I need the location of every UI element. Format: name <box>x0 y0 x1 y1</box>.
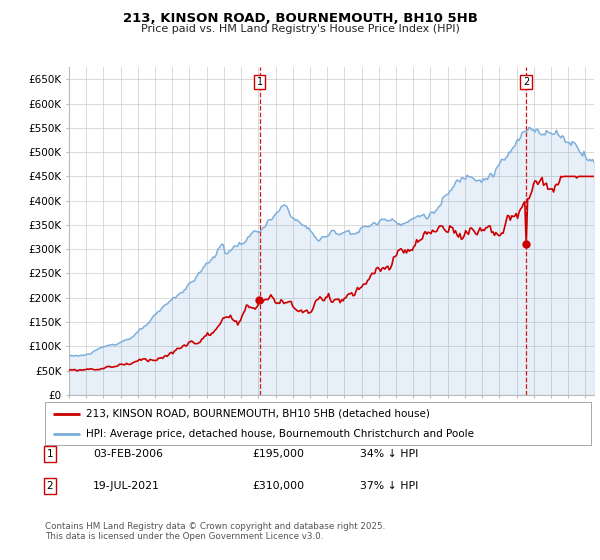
Text: 213, KINSON ROAD, BOURNEMOUTH, BH10 5HB: 213, KINSON ROAD, BOURNEMOUTH, BH10 5HB <box>122 12 478 25</box>
Text: 1: 1 <box>257 77 263 87</box>
Text: Price paid vs. HM Land Registry's House Price Index (HPI): Price paid vs. HM Land Registry's House … <box>140 24 460 34</box>
Text: HPI: Average price, detached house, Bournemouth Christchurch and Poole: HPI: Average price, detached house, Bour… <box>86 428 474 438</box>
Text: 03-FEB-2006: 03-FEB-2006 <box>93 449 163 459</box>
Text: 19-JUL-2021: 19-JUL-2021 <box>93 481 160 491</box>
Text: 37% ↓ HPI: 37% ↓ HPI <box>360 481 418 491</box>
Text: 1: 1 <box>46 449 53 459</box>
Text: 2: 2 <box>523 77 529 87</box>
Text: £310,000: £310,000 <box>252 481 304 491</box>
Text: 34% ↓ HPI: 34% ↓ HPI <box>360 449 418 459</box>
Text: 2: 2 <box>46 481 53 491</box>
Text: £195,000: £195,000 <box>252 449 304 459</box>
Text: 213, KINSON ROAD, BOURNEMOUTH, BH10 5HB (detached house): 213, KINSON ROAD, BOURNEMOUTH, BH10 5HB … <box>86 409 430 419</box>
Text: Contains HM Land Registry data © Crown copyright and database right 2025.
This d: Contains HM Land Registry data © Crown c… <box>45 522 385 542</box>
